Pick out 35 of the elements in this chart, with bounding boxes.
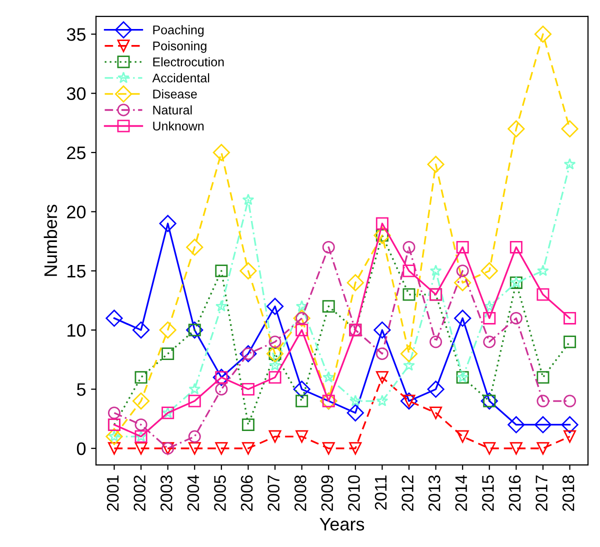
y-tick-label: 0 [76, 442, 86, 456]
y-tick-label: 20 [67, 206, 86, 218]
x-tick-label: 2013 [428, 475, 440, 511]
x-tick-label: 2008 [294, 475, 306, 511]
x-tick-label: 2014 [455, 475, 468, 511]
y-tick-label: 30 [66, 87, 86, 100]
x-tick-label: 2007 [268, 476, 280, 511]
legend-label: Natural [153, 105, 192, 114]
x-tick-label: 2015 [482, 475, 494, 511]
x-tick-label: 2006 [240, 475, 253, 511]
legend-label: Electrocution [153, 57, 224, 66]
y-tick-label: 5 [76, 383, 86, 396]
y-axis-title: Numbers [44, 204, 58, 276]
legend-label: Accidental [152, 73, 210, 82]
legend-label: Poaching [153, 25, 204, 37]
y-tick-label: 25 [67, 146, 86, 160]
x-tick-label: 2011 [374, 475, 387, 510]
x-tick-label: 2003 [160, 475, 172, 511]
x-axis-title: Years [320, 518, 364, 531]
y-tick-label: 35 [66, 28, 86, 41]
legend-label: Poisoning [153, 41, 206, 53]
x-tick-label: 2001 [106, 475, 119, 511]
y-tick-label: 10 [68, 324, 86, 337]
x-tick-label: 2016 [508, 475, 521, 511]
x-tick-label: 2010 [348, 475, 360, 511]
x-tick-label: 2017 [536, 476, 548, 511]
legend-label: Unknown [153, 121, 204, 131]
x-tick-label: 2002 [134, 476, 146, 511]
x-tick-label: 2005 [214, 475, 226, 511]
x-tick-label: 2009 [321, 475, 334, 511]
x-tick-label: 2004 [187, 475, 200, 511]
x-tick-label: 2012 [402, 476, 414, 511]
y-tick-label: 15 [68, 264, 86, 278]
legend-label: Disease [153, 89, 197, 98]
x-tick-label: 2018 [562, 475, 574, 511]
